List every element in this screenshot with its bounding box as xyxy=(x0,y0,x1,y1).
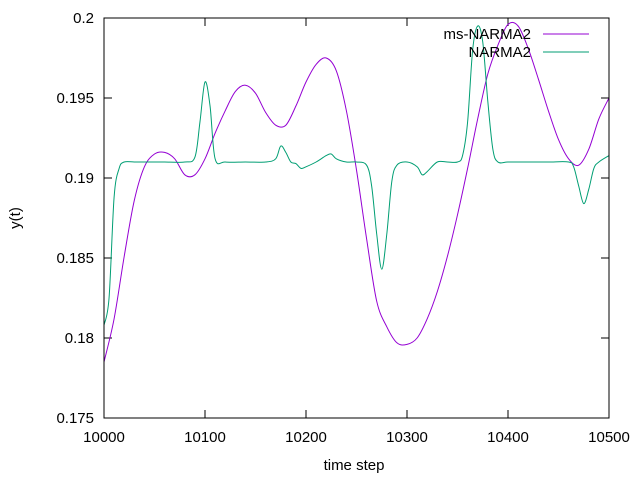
y-tick-label: 0.195 xyxy=(56,90,94,107)
legend-label: NARMA2 xyxy=(468,44,531,61)
series-line-narma2 xyxy=(103,25,610,326)
y-tick-label: 0.185 xyxy=(56,250,94,267)
series-line-ms-narma2 xyxy=(103,21,610,363)
x-tick-label: 10200 xyxy=(285,429,327,446)
x-axis-title: time step xyxy=(324,457,385,474)
x-tick-label: 10500 xyxy=(588,429,630,446)
series-layer xyxy=(103,21,610,363)
plot-frame xyxy=(103,17,610,419)
x-tick-label: 10300 xyxy=(386,429,428,446)
y-axis-title: y(t) xyxy=(7,207,24,229)
x-tick-label: 10000 xyxy=(83,429,125,446)
y-tick-label: 0.175 xyxy=(56,410,94,427)
x-tick-label: 10100 xyxy=(184,429,226,446)
x-tick-label: 10400 xyxy=(487,429,529,446)
legend-label: ms-NARMA2 xyxy=(443,26,531,43)
y-tick-label: 0.18 xyxy=(65,330,94,347)
y-tick-label: 0.2 xyxy=(73,10,94,27)
y-axis-ticks: 0.175 0.18 0.185 0.19 0.195 0.2 xyxy=(56,10,609,427)
y-tick-label: 0.19 xyxy=(65,170,94,187)
